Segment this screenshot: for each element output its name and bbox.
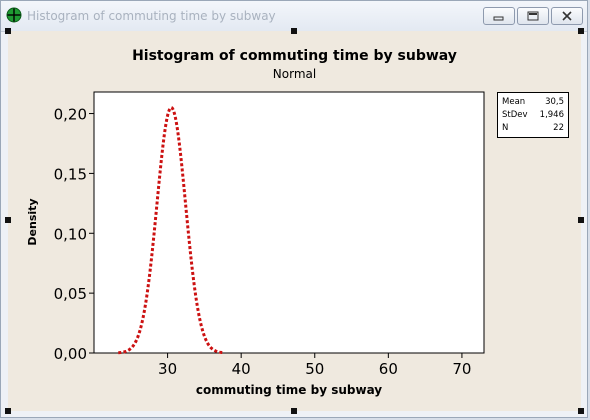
resize-handle[interactable]: [5, 28, 11, 34]
resize-handle[interactable]: [291, 408, 297, 414]
restore-icon: [527, 11, 539, 21]
resize-handle[interactable]: [291, 28, 297, 34]
resize-handle[interactable]: [578, 408, 584, 414]
x-tick-label: 50: [305, 360, 324, 378]
legend-label: N: [502, 123, 509, 133]
y-tick-label: 0,15: [54, 165, 87, 183]
x-tick-label: 60: [379, 360, 398, 378]
chart-plot: 0,00 0,05 0,10 0,15 0,20 30 40 50 60 70 commutin…: [26, 91, 485, 397]
minimize-icon: [493, 16, 504, 21]
resize-handle[interactable]: [5, 217, 11, 223]
y-axis-label: Density: [26, 198, 39, 245]
legend-value: 1,946: [539, 110, 564, 120]
legend-label: Mean: [502, 97, 526, 107]
legend-value: 30,5: [545, 97, 564, 107]
close-icon: [562, 11, 572, 21]
close-button[interactable]: [551, 7, 583, 25]
x-tick-label: 70: [452, 360, 471, 378]
legend-value: 22: [553, 123, 564, 133]
resize-handle[interactable]: [5, 408, 11, 414]
x-tick-label: 30: [158, 360, 177, 378]
chart-title: Histogram of commuting time by subway: [132, 48, 457, 64]
graph-canvas[interactable]: Histogram of commuting time by subway No…: [8, 31, 581, 411]
legend-label: StDev: [502, 110, 528, 120]
crosshair-icon[interactable]: [6, 7, 22, 23]
x-tick-label: 40: [232, 360, 251, 378]
minimize-button[interactable]: [483, 7, 515, 25]
density-curve: [118, 105, 225, 355]
plot-area: [93, 91, 485, 354]
legend-row-mean: Mean 30,5: [502, 96, 564, 109]
restore-button[interactable]: [517, 7, 549, 25]
y-tick-label: 0,05: [54, 285, 87, 303]
y-tick-label: 0,20: [54, 106, 87, 124]
title-bar[interactable]: Histogram of commuting time by subway: [1, 1, 587, 32]
x-axis-label: commuting time by subway: [196, 383, 382, 397]
stats-legend: Mean 30,5 StDev 1,946 N 22: [497, 92, 569, 138]
legend-row-n: N 22: [502, 122, 564, 135]
chart-subtitle: Normal: [272, 67, 317, 81]
legend-row-stdev: StDev 1,946: [502, 109, 564, 122]
y-tick-label: 0,00: [54, 345, 87, 363]
y-tick-label: 0,10: [54, 225, 87, 243]
resize-handle[interactable]: [578, 217, 584, 223]
window-title: Histogram of commuting time by subway: [27, 9, 276, 23]
resize-handle[interactable]: [578, 28, 584, 34]
